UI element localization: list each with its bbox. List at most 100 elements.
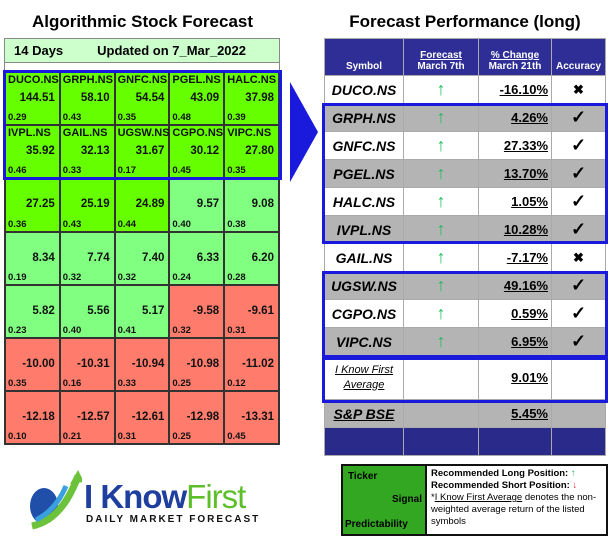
cell-signal: 144.51 — [19, 92, 55, 104]
logo-tagline: Daily Market Forecast — [86, 514, 261, 525]
row-symbol: DUCO.NS — [324, 75, 404, 104]
cell-predictability: 0.45 — [172, 165, 191, 177]
highlight-box-1 — [322, 103, 608, 244]
cell-signal: -12.61 — [131, 411, 165, 424]
average-change: 9.01% — [478, 355, 552, 400]
grid-cell: 7.74 0.32 — [59, 231, 115, 285]
cell-signal: 7.40 — [142, 251, 165, 264]
grid-cell: CGPO.NS 30.12 0.45 — [169, 125, 225, 179]
cell-predictability: 0.39 — [227, 112, 246, 124]
check-icon: ✓ — [551, 131, 606, 160]
legend-short: Recommended Short Position: — [431, 480, 570, 491]
updated-label: Updated on 7_Mar_2022 — [97, 43, 246, 58]
cell-predictability: 0.36 — [8, 218, 27, 230]
benchmark-label: S&P BSE — [324, 399, 404, 428]
cell-ticker: DUCO.NS — [8, 74, 59, 86]
legend-ticker: Ticker — [348, 471, 378, 482]
row-change: 49.16% — [478, 271, 552, 300]
legend-long: Recommended Long Position: — [431, 468, 569, 479]
grid-cell: 5.82 0.23 — [5, 284, 60, 338]
cell-ticker: GNFC.NS — [117, 74, 168, 86]
cell-predictability: 0.12 — [227, 378, 246, 390]
change-label: % Change — [490, 50, 540, 61]
cell-ticker: GRPH.NS — [62, 74, 113, 86]
row-change: -16.10% — [478, 75, 552, 104]
table-row: CGPO.NS ↑ 0.59% ✓ — [324, 299, 606, 328]
cell-predictability: 0.35 — [117, 112, 137, 124]
cell-predictability: 0.35 — [8, 378, 27, 390]
up-arrow-icon: ↑ — [570, 468, 576, 479]
cell-signal: -10.31 — [76, 357, 110, 370]
grid-cell: 25.19 0.43 — [59, 178, 115, 232]
cell-predictability: 0.35 — [227, 165, 246, 177]
grid-cell: -9.61 0.31 — [224, 284, 279, 338]
up-arrow-icon: ↑ — [403, 271, 479, 300]
legend-signal: Signal — [391, 494, 422, 505]
cell-predictability: 0.23 — [8, 324, 27, 336]
cell-signal: 58.10 — [80, 92, 110, 104]
cell-signal: 32.13 — [80, 145, 110, 158]
cell-predictability: 0.29 — [8, 112, 27, 124]
up-arrow-icon: ↑ — [403, 131, 479, 160]
check-icon: ✓ — [551, 299, 606, 328]
benchmark-row: S&P BSE 5.45% — [324, 399, 606, 428]
cell-signal: 43.09 — [190, 92, 220, 104]
grid-cell: VIPC.NS 27.80 0.35 — [224, 125, 279, 179]
grid-cell: 5.17 0.41 — [114, 284, 170, 338]
up-arrow-icon: ↑ — [403, 103, 479, 132]
table-row: GNFC.NS ↑ 27.33% ✓ — [324, 131, 606, 160]
grid-cell: -12.61 0.31 — [114, 391, 170, 445]
note-text: denotes the non-weighted average return … — [431, 492, 597, 527]
period-label: 14 Days — [14, 43, 64, 58]
cell-ticker: UGSW.NS — [117, 127, 170, 140]
cell-predictability: 0.17 — [117, 165, 137, 177]
cell-signal: 37.98 — [245, 92, 274, 104]
performance-table: Symbol Forecast March 7th % Change March 2… — [324, 38, 606, 456]
table-row: GAIL.NS ↑ -7.17% ✖ — [324, 243, 606, 272]
left-title: Algorithmic Stock Forecast — [31, 12, 254, 31]
row-change: 10.28% — [478, 215, 552, 244]
cell-ticker: IVPL.NS — [8, 127, 51, 140]
grid-cell: 6.20 0.28 — [224, 231, 279, 285]
grid-cell: -11.02 0.12 — [224, 337, 279, 392]
cell-predictability: 0.43 — [62, 112, 82, 124]
cell-predictability: 0.40 — [172, 218, 191, 230]
row-symbol: IVPL.NS — [324, 215, 404, 244]
row-symbol: HALC.NS — [324, 187, 404, 216]
forecast-grid: DUCO.NS 144.51 0.29 GRPH.NS 58.10 0.43 GNFC.NS… — [4, 71, 280, 446]
cell-signal: 35.92 — [26, 145, 55, 158]
row-change: 0.59% — [478, 299, 552, 328]
forecast-date: March 7th — [417, 61, 465, 72]
cell-signal: -10.98 — [186, 357, 220, 370]
arrow-right-icon — [290, 82, 318, 182]
cell-signal: 9.57 — [196, 198, 220, 211]
cell-signal: 30.12 — [190, 145, 220, 158]
grid-cell: HALC.NS 37.98 0.39 — [224, 72, 279, 126]
grid-cell: 24.89 0.44 — [114, 178, 170, 232]
table-row: UGSW.NS ↑ 49.16% ✓ — [324, 271, 606, 300]
grid-cell: -9.58 0.32 — [169, 284, 225, 338]
cell-signal: -12.18 — [22, 411, 55, 424]
benchmark-change: 5.45% — [478, 399, 552, 428]
grid-cell: 6.33 0.24 — [169, 231, 225, 285]
forecast-header: 14 Days Updated on 7_Mar_2022 — [4, 38, 280, 63]
cell-predictability: 0.41 — [117, 324, 137, 336]
cell-signal: 5.82 — [32, 304, 55, 317]
up-arrow-icon: ↑ — [403, 75, 479, 104]
cell-signal: -9.61 — [247, 304, 274, 317]
cell-predictability: 0.33 — [62, 165, 82, 177]
cell-signal: 6.20 — [251, 251, 274, 264]
highlight-box-3 — [322, 357, 608, 403]
cross-icon: ✖ — [551, 75, 606, 104]
cell-signal: 54.54 — [135, 92, 165, 104]
down-arrow-icon: ↓ — [572, 480, 578, 491]
cell-ticker: PGEL.NS — [172, 74, 221, 86]
up-arrow-icon: ↑ — [403, 215, 479, 244]
grid-cell: -10.00 0.35 — [5, 337, 60, 392]
legend-predictability: Predictability — [345, 519, 408, 530]
table-row: PGEL.NS ↑ 13.70% ✓ — [324, 159, 606, 188]
check-icon: ✓ — [551, 159, 606, 188]
legend: Ticker Signal Predictability Recommended… — [341, 464, 608, 536]
grid-cell: 7.40 0.32 — [114, 231, 170, 285]
cell-signal: 7.74 — [87, 251, 110, 264]
